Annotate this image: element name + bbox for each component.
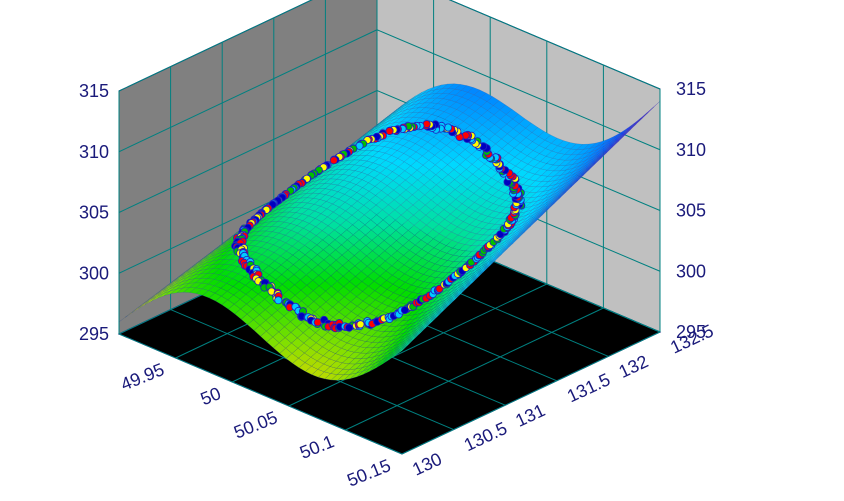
floor-gridline	[401, 331, 661, 455]
surface-cell	[530, 214, 543, 226]
z-tick-right: 300	[676, 261, 706, 281]
z-tick-right: 295	[676, 322, 706, 342]
x-tick: 50.15	[344, 455, 393, 490]
surface-cell	[477, 265, 491, 277]
z-tick-left: 305	[79, 203, 109, 223]
axis-tick-labels: 295 295 300 300 305 305 310 310 315 315 49.95 50 50.…	[79, 79, 717, 491]
y-tick: 132	[616, 351, 652, 382]
surface-cell	[424, 316, 438, 328]
scatter-point	[329, 156, 338, 165]
surface-cell	[629, 118, 643, 130]
surface-cell	[547, 197, 561, 209]
surface-cell	[395, 344, 409, 356]
back-wall-gridline	[448, 0, 661, 90]
surface-cell	[577, 169, 590, 181]
z-tick-left: 310	[79, 142, 109, 162]
surface-cell	[624, 123, 637, 136]
floor-gridline	[118, 333, 403, 455]
z-tick-left: 300	[79, 263, 109, 283]
surface-cell	[594, 152, 608, 164]
surface-cell	[641, 106, 655, 119]
scatter-point	[274, 296, 283, 305]
scatter-point	[400, 306, 409, 315]
back-wall-gridline	[376, 29, 661, 151]
surface-cell	[483, 259, 496, 271]
surface-cell	[536, 208, 549, 220]
scatter-point	[444, 123, 453, 132]
surface-cell	[600, 146, 614, 158]
x-tick: 49.95	[118, 359, 167, 394]
floor-gridline	[345, 307, 604, 431]
surface-cell	[407, 333, 420, 345]
x-tick: 50.05	[231, 407, 280, 442]
left-wall-gridline	[118, 29, 378, 153]
surface-cell	[588, 157, 602, 170]
surface-cell	[571, 174, 584, 187]
y-tick: 131	[512, 400, 548, 431]
left-wall-gridline	[118, 0, 313, 92]
z-tick-left: 295	[79, 324, 109, 344]
surface-cell	[459, 282, 473, 294]
scatter-point	[356, 320, 365, 329]
z-tick-left: 315	[79, 81, 109, 101]
x-tick: 50.1	[297, 431, 337, 463]
surface-cell	[512, 231, 526, 243]
y-tick: 131.5	[564, 369, 613, 406]
y-tick: 130.5	[461, 418, 510, 455]
surface-cell	[565, 180, 579, 192]
z-tick-right: 315	[676, 79, 706, 99]
scatter-point	[345, 323, 354, 332]
surface-cell	[489, 254, 502, 266]
left-wall-gridline	[118, 90, 378, 213]
surface-cell	[612, 135, 625, 147]
scatter-point	[385, 127, 394, 136]
z-tick-right: 310	[676, 140, 706, 160]
y-tick: 130	[409, 449, 445, 480]
surface-cell	[524, 220, 538, 232]
surface-cell	[559, 186, 573, 198]
surface-cell	[430, 310, 444, 322]
floor-gridline	[288, 283, 548, 407]
z-tick-right: 305	[676, 201, 706, 221]
scatter-loop	[231, 120, 526, 333]
surface-cell	[635, 112, 649, 125]
x-tick: 50	[198, 383, 224, 409]
